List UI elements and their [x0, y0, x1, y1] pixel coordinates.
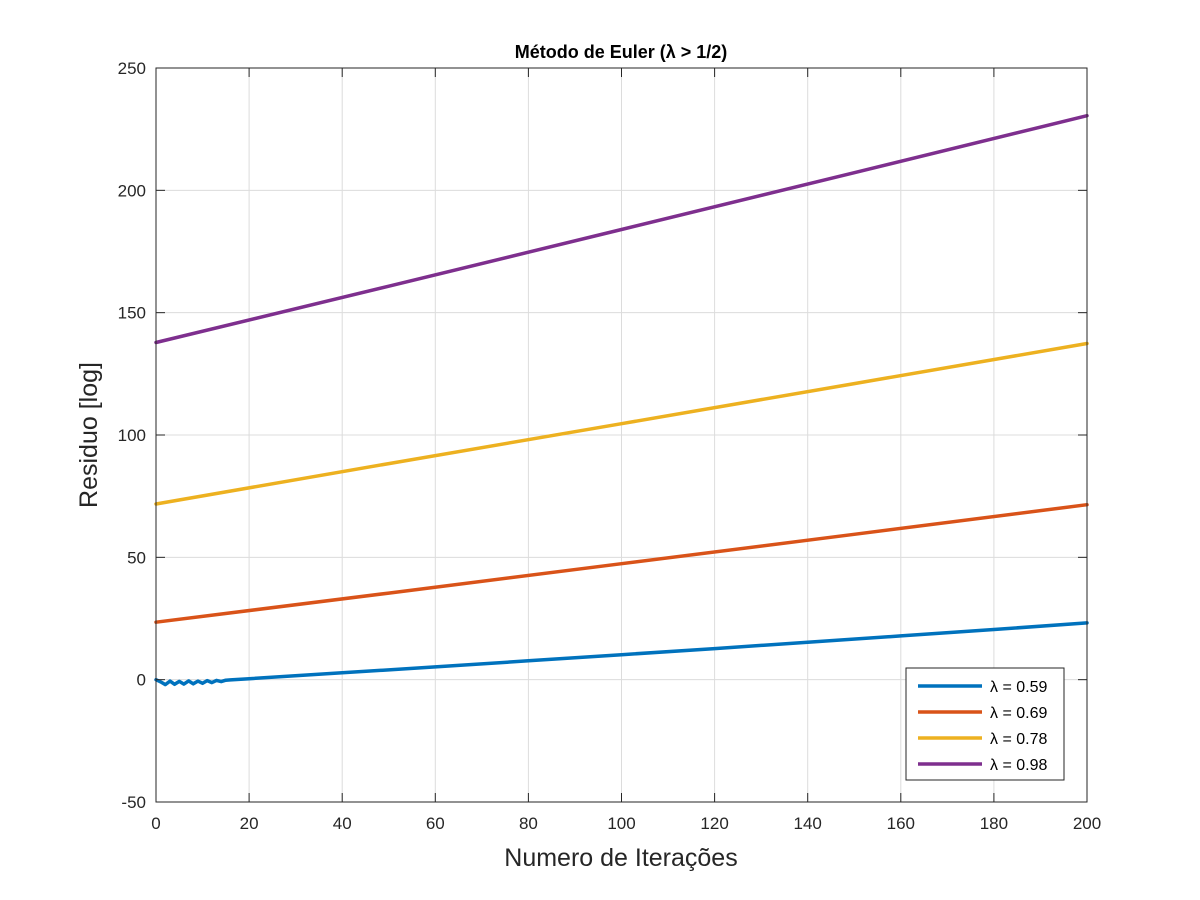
y-axis-label: Residuo [log] — [75, 362, 103, 508]
legend-entry-3: λ = 0.98 — [990, 757, 1047, 774]
x-tick-label: 80 — [519, 814, 538, 833]
x-tick-label: 20 — [240, 814, 259, 833]
y-tick-label: 150 — [118, 304, 146, 323]
y-tick-label: 0 — [137, 671, 146, 690]
series-line-0 — [154, 621, 1089, 687]
y-tick-label: 50 — [127, 548, 146, 567]
y-tick-label: 100 — [118, 426, 146, 445]
chart-title: Método de Euler (λ > 1/2) — [515, 42, 728, 62]
y-tick-label: -50 — [121, 793, 146, 812]
legend-entry-2: λ = 0.78 — [990, 731, 1047, 748]
series-group — [154, 113, 1089, 687]
y-tick-labels: -50 0 50 100 150 200 250 — [118, 59, 146, 812]
legend-entry-1: λ = 0.69 — [990, 705, 1047, 722]
ticks — [155, 67, 1088, 803]
x-tick-label: 140 — [794, 814, 822, 833]
series-line-2 — [154, 341, 1089, 506]
series-line-1 — [154, 502, 1089, 624]
x-tick-label: 60 — [426, 814, 445, 833]
y-tick-label: 250 — [118, 59, 146, 78]
x-axis-label: Numero de Iterações — [504, 844, 737, 872]
x-tick-labels: 0 20 40 60 80 100 120 140 160 180 200 — [151, 814, 1101, 833]
x-tick-label: 40 — [333, 814, 352, 833]
x-tick-label: 180 — [980, 814, 1008, 833]
x-tick-label: 120 — [700, 814, 728, 833]
y-tick-label: 200 — [118, 181, 146, 200]
x-tick-label: 160 — [887, 814, 915, 833]
legend: λ = 0.59 λ = 0.69 λ = 0.78 λ = 0.98 — [905, 667, 1065, 781]
legend-entry-0: λ = 0.59 — [990, 679, 1047, 696]
x-tick-label: 200 — [1073, 814, 1101, 833]
x-tick-label: 0 — [151, 814, 160, 833]
x-tick-label: 100 — [607, 814, 635, 833]
series-line-3 — [154, 113, 1089, 345]
